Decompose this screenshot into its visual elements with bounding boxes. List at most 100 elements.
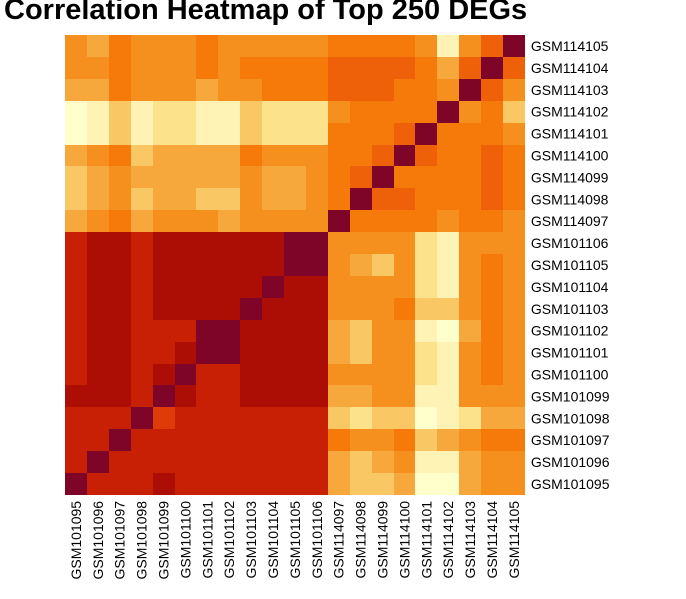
row-label: GSM114103 (531, 82, 609, 98)
heatmap-cell (306, 254, 328, 276)
heatmap-cell (284, 473, 306, 495)
column-label: GSM101104 (265, 501, 281, 579)
row-labels: GSM114105 GSM114104 GSM114103 GSM114102 GSM1… (531, 38, 610, 492)
heatmap-cell (218, 407, 240, 429)
heatmap-cell (284, 123, 306, 145)
heatmap-cell (306, 451, 328, 473)
heatmap-cell (306, 473, 328, 495)
heatmap-cell (350, 320, 372, 342)
heatmap-cell (350, 429, 372, 451)
heatmap-cell (503, 385, 525, 407)
heatmap-cell (175, 123, 196, 145)
heatmap-cell (306, 57, 328, 79)
heatmap-cell (306, 320, 328, 342)
heatmap-cell (175, 473, 196, 495)
heatmap-cell (218, 451, 240, 473)
heatmap-cell (394, 276, 415, 298)
heatmap-cell (481, 320, 503, 342)
heatmap-cell (503, 473, 525, 495)
heatmap-cell (109, 320, 131, 342)
heatmap-cell (153, 232, 175, 254)
heatmap-cell (284, 451, 306, 473)
column-label: GSM101103 (243, 501, 259, 579)
heatmap-cell (481, 473, 503, 495)
heatmap-cell (415, 342, 437, 364)
heatmap-cell (328, 166, 350, 188)
heatmap-cell (459, 276, 481, 298)
heatmap-cell (218, 79, 240, 101)
heatmap-cell (262, 364, 284, 385)
column-label: GSM114100 (396, 501, 412, 579)
row-label: GSM114097 (531, 213, 609, 229)
heatmap-cell (415, 254, 437, 276)
heatmap-cell (459, 35, 481, 57)
heatmap-cell (153, 145, 175, 166)
row-label: GSM101097 (531, 432, 610, 448)
heatmap-cell (109, 145, 131, 166)
heatmap-cell (196, 57, 218, 79)
heatmap-cell (481, 145, 503, 166)
heatmap-cell (328, 364, 350, 385)
heatmap-cell (328, 407, 350, 429)
heatmap-cell (131, 407, 153, 429)
heatmap-cell (437, 320, 459, 342)
heatmap-cell (65, 276, 87, 298)
heatmap-cell (328, 188, 350, 210)
heatmap-cell (109, 79, 131, 101)
heatmap-cell (284, 429, 306, 451)
heatmap-cell (262, 254, 284, 276)
column-label: GSM114102 (440, 501, 456, 579)
heatmap-cell (240, 123, 262, 145)
heatmap-cell (153, 166, 175, 188)
heatmap-cell (372, 407, 394, 429)
heatmap-cell (196, 35, 218, 57)
heatmap-cell (109, 57, 131, 79)
column-label: GSM114104 (484, 501, 500, 579)
heatmap-cell (65, 57, 87, 79)
heatmap-cell (350, 254, 372, 276)
heatmap-cell (240, 145, 262, 166)
heatmap-cell (87, 123, 109, 145)
heatmap-cell (284, 79, 306, 101)
heatmap-cell (262, 79, 284, 101)
column-label: GSM114099 (375, 501, 391, 579)
heatmap-cell (372, 145, 394, 166)
column-labels: GSM101095 GSM101096 GSM101097 GSM101098 GSM1… (68, 501, 522, 580)
heatmap-cell (503, 210, 525, 232)
row-label: GSM101104 (531, 279, 609, 295)
heatmap-cell (306, 101, 328, 123)
heatmap-cell (394, 342, 415, 364)
heatmap-cell (196, 166, 218, 188)
heatmap-cell (394, 166, 415, 188)
heatmap-cell (415, 429, 437, 451)
heatmap-cell (503, 79, 525, 101)
heatmap-cell (153, 342, 175, 364)
heatmap-cell (415, 188, 437, 210)
heatmap-cell (131, 364, 153, 385)
heatmap-cell (131, 254, 153, 276)
heatmap-cell (306, 188, 328, 210)
heatmap-cell (437, 188, 459, 210)
heatmap-cell (87, 232, 109, 254)
heatmap-cell (415, 210, 437, 232)
heatmap-cell (87, 342, 109, 364)
heatmap-cell (240, 57, 262, 79)
heatmap-cell (306, 123, 328, 145)
heatmap-cell (109, 385, 131, 407)
heatmap-cell (415, 473, 437, 495)
heatmap-cell (394, 57, 415, 79)
heatmap-cell (284, 232, 306, 254)
heatmap-cell (87, 79, 109, 101)
heatmap-cell (481, 188, 503, 210)
heatmap-cell (196, 342, 218, 364)
heatmap-cell (284, 254, 306, 276)
heatmap-cell (350, 385, 372, 407)
heatmap-cell (87, 429, 109, 451)
heatmap-cell (284, 342, 306, 364)
row-label: GSM101098 (531, 410, 610, 426)
heatmap-cell (306, 385, 328, 407)
heatmap-cell (65, 385, 87, 407)
heatmap-cell (175, 364, 196, 385)
heatmap-cell (262, 385, 284, 407)
heatmap-cell (131, 342, 153, 364)
